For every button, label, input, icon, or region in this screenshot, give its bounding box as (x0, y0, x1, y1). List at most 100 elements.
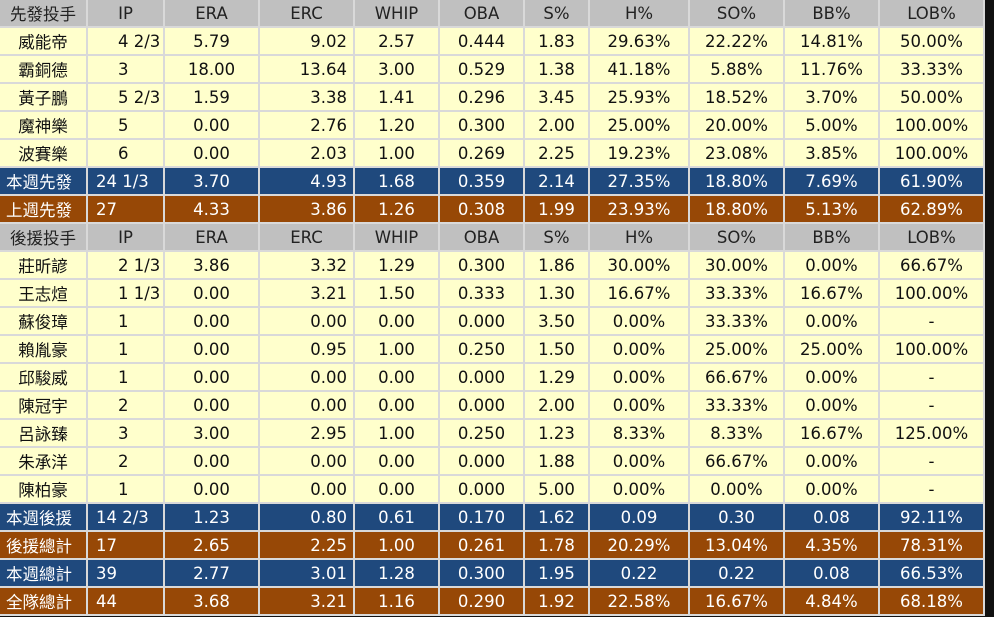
cell-bb: 7.69% (785, 168, 878, 194)
cell-era: 3.86 (165, 252, 258, 278)
cell-oba: 0.300 (440, 560, 523, 586)
cell-h: 0.00% (590, 448, 688, 474)
cell-name: 全隊總計 (0, 588, 86, 614)
cell-ip: 3 (88, 420, 163, 446)
cell-name: 邱駿威 (0, 364, 86, 390)
cell-erc: 0.00 (260, 476, 353, 502)
cell-so: 0.30 (690, 504, 783, 530)
cell-erc: 3.21 (260, 280, 353, 306)
cell-ip: 6 (88, 140, 163, 166)
table-row: 賴胤豪 1 0.00 0.95 1.00 0.250 1.50 0.00% 25.00% 25.0… (0, 336, 983, 362)
cell-h: 19.23% (590, 140, 688, 166)
cell-lob: 78.31% (880, 532, 983, 558)
cell-oba: 0.000 (440, 448, 523, 474)
cell-oba: 0.000 (440, 364, 523, 390)
header-bb: BB% (785, 224, 878, 250)
cell-oba: 0.000 (440, 476, 523, 502)
cell-h: 16.67% (590, 280, 688, 306)
header-lob: LOB% (880, 224, 983, 250)
cell-ip: 27 (88, 196, 163, 222)
cell-erc: 3.32 (260, 252, 353, 278)
cell-oba: 0.300 (440, 112, 523, 138)
cell-name: 後援總計 (0, 532, 86, 558)
cell-whip: 3.00 (355, 56, 438, 82)
cell-s: 2.25 (525, 140, 588, 166)
cell-h: 0.00% (590, 308, 688, 334)
cell-lob: 125.00% (880, 420, 983, 446)
cell-s: 1.78 (525, 532, 588, 558)
cell-era: 0.00 (165, 308, 258, 334)
cell-ip: 24 1/3 (88, 168, 163, 194)
header-so: SO% (690, 224, 783, 250)
cell-s: 1.88 (525, 448, 588, 474)
cell-s: 5.00 (525, 476, 588, 502)
cell-so: 8.33% (690, 420, 783, 446)
cell-name: 呂詠臻 (0, 420, 86, 446)
cell-s: 1.99 (525, 196, 588, 222)
cell-oba: 0.250 (440, 336, 523, 362)
cell-whip: 1.41 (355, 84, 438, 110)
cell-whip: 1.68 (355, 168, 438, 194)
cell-era: 0.00 (165, 336, 258, 362)
table-row: 波賽樂 6 0.00 2.03 1.00 0.269 2.25 19.23% 23.08% 3.8… (0, 140, 983, 166)
cell-whip: 0.00 (355, 448, 438, 474)
cell-s: 1.86 (525, 252, 588, 278)
total-row: 本週後援 14 2/3 1.23 0.80 0.61 0.170 1.62 0.09 0.30 0… (0, 504, 983, 530)
cell-whip: 1.29 (355, 252, 438, 278)
cell-whip: 0.00 (355, 476, 438, 502)
cell-lob: 100.00% (880, 336, 983, 362)
cell-ip: 1 (88, 364, 163, 390)
cell-erc: 0.95 (260, 336, 353, 362)
header-h: H% (590, 0, 688, 26)
cell-oba: 0.269 (440, 140, 523, 166)
cell-so: 25.00% (690, 336, 783, 362)
cell-bb: 3.85% (785, 140, 878, 166)
table-row: 陳柏豪 1 0.00 0.00 0.00 0.000 5.00 0.00% 0.00% 0.00%… (0, 476, 983, 502)
cell-lob: 100.00% (880, 280, 983, 306)
cell-whip: 2.57 (355, 28, 438, 54)
header-h: H% (590, 224, 688, 250)
cell-bb: 16.67% (785, 280, 878, 306)
cell-s: 1.29 (525, 364, 588, 390)
cell-era: 3.00 (165, 420, 258, 446)
cell-ip: 39 (88, 560, 163, 586)
cell-bb: 0.00% (785, 252, 878, 278)
total-row: 全隊總計 44 3.68 3.21 1.16 0.290 1.92 22.58% 16.67% 4… (0, 588, 983, 614)
cell-erc: 2.95 (260, 420, 353, 446)
cell-era: 3.68 (165, 588, 258, 614)
cell-oba: 0.300 (440, 252, 523, 278)
cell-ip: 44 (88, 588, 163, 614)
cell-whip: 1.20 (355, 112, 438, 138)
header-name: 先發投手 (0, 0, 86, 26)
cell-name: 波賽樂 (0, 140, 86, 166)
cell-bb: 16.67% (785, 420, 878, 446)
cell-bb: 0.00% (785, 364, 878, 390)
cell-erc: 3.21 (260, 588, 353, 614)
header-whip: WHIP (355, 224, 438, 250)
cell-h: 25.93% (590, 84, 688, 110)
cell-name: 魔神樂 (0, 112, 86, 138)
cell-h: 8.33% (590, 420, 688, 446)
cell-bb: 25.00% (785, 336, 878, 362)
header-s: S% (525, 0, 588, 26)
cell-s: 1.38 (525, 56, 588, 82)
cell-oba: 0.359 (440, 168, 523, 194)
header-whip: WHIP (355, 0, 438, 26)
cell-so: 20.00% (690, 112, 783, 138)
cell-ip: 1 (88, 336, 163, 362)
cell-ip: 5 2/3 (88, 84, 163, 110)
cell-ip: 17 (88, 532, 163, 558)
cell-name: 威能帝 (0, 28, 86, 54)
cell-era: 1.23 (165, 504, 258, 530)
cell-s: 1.95 (525, 560, 588, 586)
table-row: 黃子鵬 5 2/3 1.59 3.38 1.41 0.296 3.45 25.93% 18.52… (0, 84, 983, 110)
cell-ip: 1 1/3 (88, 280, 163, 306)
cell-so: 0.00% (690, 476, 783, 502)
cell-erc: 0.00 (260, 308, 353, 334)
cell-bb: 0.00% (785, 448, 878, 474)
cell-era: 0.00 (165, 476, 258, 502)
total-row: 本週總計 39 2.77 3.01 1.28 0.300 1.95 0.22 0.22 0.08 6… (0, 560, 983, 586)
cell-oba: 0.250 (440, 420, 523, 446)
cell-whip: 0.61 (355, 504, 438, 530)
header-erc: ERC (260, 224, 353, 250)
